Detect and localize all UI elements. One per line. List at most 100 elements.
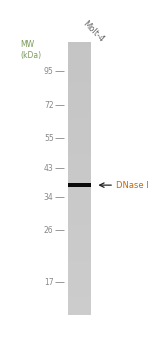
Bar: [68, 218, 91, 219]
Bar: [68, 164, 91, 165]
Bar: [68, 245, 91, 246]
Bar: [68, 65, 91, 66]
Bar: [68, 158, 91, 159]
Bar: [68, 280, 91, 281]
Bar: [68, 184, 91, 185]
Bar: [68, 100, 91, 101]
Bar: [68, 250, 91, 251]
Bar: [68, 89, 91, 90]
Bar: [68, 276, 91, 277]
Text: 72: 72: [44, 101, 54, 110]
Bar: [68, 163, 91, 164]
Bar: [68, 219, 91, 221]
Bar: [68, 133, 91, 134]
Bar: [68, 207, 91, 208]
Bar: [68, 264, 91, 265]
Bar: [68, 51, 91, 52]
Bar: [68, 265, 91, 266]
Bar: [68, 62, 91, 63]
Text: 34: 34: [44, 193, 54, 202]
Bar: [68, 148, 91, 149]
Bar: [68, 190, 91, 192]
Bar: [68, 221, 91, 222]
Bar: [68, 224, 91, 225]
Bar: [68, 199, 91, 200]
Bar: [68, 275, 91, 276]
Bar: [68, 242, 91, 243]
Bar: [68, 150, 91, 152]
Bar: [68, 292, 91, 293]
Bar: [68, 226, 91, 227]
Bar: [68, 308, 91, 309]
Bar: [68, 294, 91, 295]
Bar: [68, 189, 91, 190]
Bar: [68, 188, 91, 189]
Bar: [68, 237, 91, 238]
Bar: [68, 88, 91, 89]
Bar: [68, 54, 91, 55]
Bar: [68, 106, 91, 107]
Bar: [68, 266, 91, 267]
Bar: [68, 301, 91, 302]
Bar: [68, 48, 91, 49]
Bar: [68, 172, 91, 173]
Bar: [68, 71, 91, 72]
Bar: [68, 69, 91, 70]
Bar: [68, 80, 91, 81]
Bar: [68, 157, 91, 158]
Bar: [68, 84, 91, 85]
Bar: [68, 140, 91, 141]
Bar: [68, 175, 91, 176]
Bar: [68, 230, 91, 232]
Bar: [68, 153, 91, 154]
Bar: [68, 105, 91, 106]
Bar: [68, 176, 91, 177]
Bar: [68, 303, 91, 304]
Bar: [68, 81, 91, 82]
Bar: [68, 147, 91, 148]
Bar: [68, 120, 91, 121]
Bar: [68, 283, 91, 284]
Bar: [68, 259, 91, 261]
Bar: [68, 122, 91, 123]
Bar: [68, 99, 91, 100]
Bar: [68, 129, 91, 130]
Bar: [68, 240, 91, 241]
Bar: [68, 253, 91, 254]
Bar: [68, 212, 91, 213]
Bar: [68, 113, 91, 114]
Bar: [68, 196, 91, 197]
Bar: [68, 169, 91, 170]
Bar: [68, 290, 91, 291]
Bar: [68, 168, 91, 169]
Bar: [68, 156, 91, 157]
Bar: [68, 134, 91, 135]
Bar: [68, 170, 91, 171]
Bar: [68, 180, 91, 181]
Bar: [68, 130, 91, 131]
Bar: [68, 90, 91, 91]
Bar: [68, 138, 91, 139]
Bar: [68, 177, 91, 178]
Bar: [68, 306, 91, 307]
Bar: [68, 63, 91, 64]
Bar: [68, 46, 91, 47]
Bar: [68, 50, 91, 51]
Bar: [68, 185, 91, 186]
Bar: [68, 236, 91, 237]
Bar: [68, 256, 91, 257]
Bar: [68, 64, 91, 65]
Bar: [68, 67, 91, 68]
Bar: [68, 78, 91, 79]
Bar: [68, 60, 91, 61]
Bar: [68, 45, 91, 46]
Bar: [68, 193, 91, 194]
Bar: [68, 205, 91, 206]
Bar: [68, 297, 91, 298]
Bar: [68, 161, 91, 162]
Bar: [68, 144, 91, 145]
Bar: [68, 75, 91, 76]
Bar: [68, 76, 91, 77]
Bar: [68, 310, 91, 312]
Bar: [68, 302, 91, 303]
